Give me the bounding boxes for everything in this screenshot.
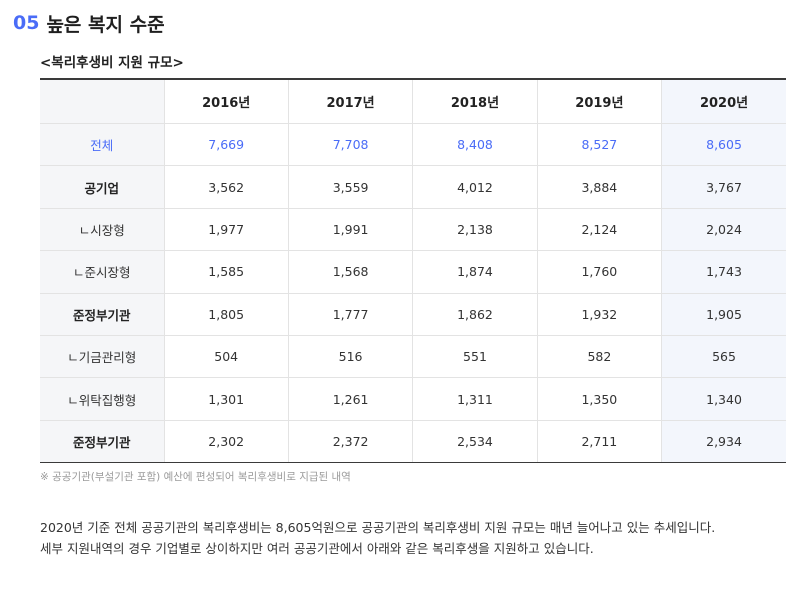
table-cell: 2,124 — [536, 208, 662, 252]
table-cell: 1,350 — [536, 377, 662, 421]
table-cell: 2,024 — [661, 208, 786, 252]
table-cell: 1,585 — [163, 250, 289, 294]
table-cell: 1,932 — [536, 293, 662, 336]
table-footnote: ※ 공공기관(부설기관 포함) 예산에 편성되어 복리후생비로 지급된 내역 — [40, 471, 351, 483]
row-label: 전체 — [40, 123, 164, 167]
table-cell: 3,884 — [536, 165, 662, 209]
table-row: 준정부기관 1,805 1,777 1,862 1,932 1,905 — [40, 293, 786, 336]
row-label: ㄴ기금관리형 — [40, 335, 164, 379]
table-cell: 8,527 — [536, 123, 662, 167]
table-cell: 1,905 — [661, 293, 786, 336]
table-cell: 1,805 — [163, 293, 289, 336]
table-cell: 1,340 — [661, 377, 786, 421]
table-cell: 2,138 — [412, 208, 538, 252]
table-cell: 582 — [536, 335, 662, 379]
table-row: ㄴ준시장형 1,585 1,568 1,874 1,760 1,743 — [40, 250, 786, 294]
header-2020: 2020년 — [661, 78, 786, 124]
table-cell: 504 — [163, 335, 289, 379]
table-caption: <복리후생비 지원 규모> — [40, 55, 184, 71]
table-cell: 3,559 — [287, 165, 413, 209]
table-header-row: 2016년 2017년 2018년 2019년 2020년 — [40, 78, 786, 124]
table-row: 공기업 3,562 3,559 4,012 3,884 3,767 — [40, 165, 786, 209]
table-cell: 4,012 — [412, 165, 538, 209]
header-2019: 2019년 — [536, 78, 662, 124]
table-cell: 2,372 — [287, 420, 413, 464]
table-cell: 2,934 — [661, 420, 786, 464]
table-row: 전체 7,669 7,708 8,408 8,527 8,605 — [40, 123, 786, 167]
header-corner — [40, 78, 164, 124]
section-title: 높은 복지 수준 — [46, 13, 165, 36]
table-row: ㄴ기금관리형 504 516 551 582 565 — [40, 335, 786, 379]
table-cell: 1,760 — [536, 250, 662, 294]
table-cell: 1,862 — [412, 293, 538, 336]
table-cell: 1,301 — [163, 377, 289, 421]
welfare-table-container: 2016년 2017년 2018년 2019년 2020년 전체 7,669 7,7… — [40, 78, 786, 464]
row-label: 준정부기관 — [40, 293, 164, 336]
table-cell: 7,669 — [163, 123, 289, 167]
table-cell: 516 — [287, 335, 413, 379]
row-label: ㄴ위탁집행형 — [40, 377, 164, 421]
row-label: ㄴ준시장형 — [40, 250, 164, 294]
row-label: 공기업 — [40, 165, 164, 209]
table-row: ㄴ시장형 1,977 1,991 2,138 2,124 2,024 — [40, 208, 786, 252]
paragraph-line: 세부 지원내역의 경우 기업별로 상이하지만 여러 공공기관에서 아래와 같은 … — [40, 541, 594, 556]
table-cell: 2,534 — [412, 420, 538, 464]
table-cell: 7,708 — [287, 123, 413, 167]
table-cell: 8,408 — [412, 123, 538, 167]
table-row: ㄴ위탁집행형 1,301 1,261 1,311 1,350 1,340 — [40, 377, 786, 421]
section-heading: 05 높은 복지 수준 — [13, 10, 165, 36]
header-2016: 2016년 — [163, 78, 289, 124]
header-2018: 2018년 — [412, 78, 538, 124]
table-cell: 565 — [661, 335, 786, 379]
table-cell: 1,261 — [287, 377, 413, 421]
body-paragraph: 2020년 기준 전체 공공기관의 복리후생비는 8,605억원으로 공공기관의… — [40, 517, 715, 559]
table-cell: 2,711 — [536, 420, 662, 464]
header-2017: 2017년 — [287, 78, 413, 124]
row-label: 준정부기관 — [40, 420, 164, 464]
table-cell: 8,605 — [661, 123, 786, 167]
table-cell: 1,311 — [412, 377, 538, 421]
table-cell: 3,767 — [661, 165, 786, 209]
table-row: 준정부기관 2,302 2,372 2,534 2,711 2,934 — [40, 420, 786, 464]
table-cell: 3,562 — [163, 165, 289, 209]
row-label: ㄴ시장형 — [40, 208, 164, 252]
table-cell: 2,302 — [163, 420, 289, 464]
section-number: 05 — [13, 12, 40, 34]
table-cell: 1,743 — [661, 250, 786, 294]
table-cell: 1,874 — [412, 250, 538, 294]
table-cell: 1,991 — [287, 208, 413, 252]
table-cell: 1,977 — [163, 208, 289, 252]
table-cell: 1,777 — [287, 293, 413, 336]
table-cell: 1,568 — [287, 250, 413, 294]
paragraph-line: 2020년 기준 전체 공공기관의 복리후생비는 8,605억원으로 공공기관의… — [40, 520, 716, 535]
welfare-table: 2016년 2017년 2018년 2019년 2020년 전체 7,669 7,7… — [40, 78, 786, 464]
table-cell: 551 — [412, 335, 538, 379]
